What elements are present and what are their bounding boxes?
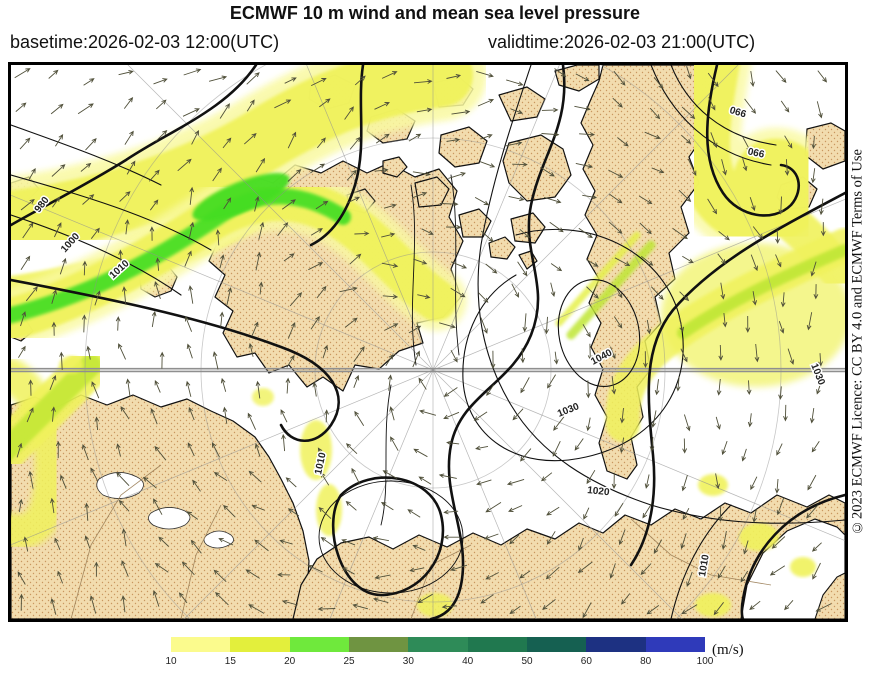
copyright-notice: ©2023 ECMWF Licence: CC BY 4.0 and ECMWF… (849, 149, 866, 535)
svalbard-islands (488, 236, 516, 260)
colorbar-segment-40 (467, 637, 527, 652)
colorbar-segment-20 (289, 637, 349, 652)
colorbar-segment-50 (526, 637, 587, 652)
wind-speed-legend: 10 15 20 25 30 40 50 60 80 100 (m/s) (0, 630, 870, 680)
legend-tick-40: 40 (462, 656, 474, 667)
graticule-layer (11, 65, 845, 619)
legend-unit-label: (m/s) (712, 642, 744, 658)
wind-band-layer (11, 65, 845, 617)
colorbar (171, 637, 705, 652)
validtime-label: validtime:2026-02-03 21:00(UTC) (488, 32, 756, 52)
legend-tick-10: 10 (165, 656, 177, 667)
arctic-map-image: 9801000101099099010401030103010201010101… (11, 65, 845, 619)
basetime-label: basetime:2026-02-03 12:00(UTC) (10, 32, 280, 52)
wind-arrow-layer (14, 66, 832, 619)
page-title: ECMWF 10 m wind and mean sea level press… (229, 3, 641, 23)
legend-tick-15: 15 (224, 656, 236, 667)
contour-layer (11, 65, 845, 619)
legend-tick-100: 100 (696, 656, 714, 667)
ellesmere-island (502, 134, 572, 202)
colorbar-segment-25 (348, 637, 409, 652)
colorbar-segment-30 (408, 637, 468, 652)
contour-label-990: 990 (747, 145, 766, 159)
contour-label-1020: 1020 (587, 485, 611, 498)
colorbar-segment-15 (230, 637, 290, 652)
colorbar-segment-60 (586, 637, 646, 652)
legend-tick-50: 50 (521, 656, 533, 667)
legend-tick-20: 20 (284, 656, 296, 667)
legend-tick-25: 25 (343, 656, 355, 667)
legend-tick-60: 60 (580, 656, 592, 667)
legend-tick-30: 30 (402, 656, 414, 667)
colorbar-segment-80 (645, 637, 705, 652)
legend-tick-80: 80 (640, 656, 652, 667)
map-canvas: 980 1000 1010 990 990 1040 1030 1030 1020 1010 101… (8, 62, 848, 622)
colorbar-segment-10 (171, 637, 231, 652)
